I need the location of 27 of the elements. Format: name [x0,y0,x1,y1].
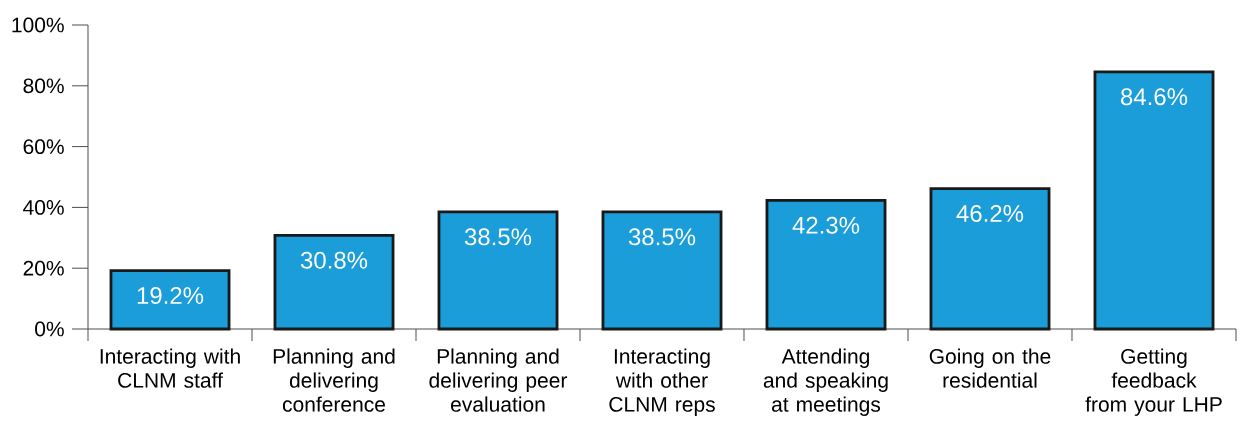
data-label: 46.2% [956,204,1024,222]
y-tick-label: 40% [23,199,64,215]
y-tick-label: 0% [35,321,64,337]
bar [273,233,395,331]
data-label: 38.5% [628,228,696,246]
y-tick-label: 20% [23,260,64,276]
x-tick-label: Interacting with CLNM staff [100,348,240,388]
y-tick-label: 60% [23,139,64,155]
x-tick-label: Interacting with other CLNM reps [609,348,715,416]
bar [765,199,887,331]
data-label: 19.2% [137,287,204,305]
bar [109,269,231,331]
data-label: 84.6% [1121,88,1188,106]
bar [601,210,723,331]
bar [1093,70,1215,331]
data-label: 42.3% [792,216,860,234]
y-tick-label: 100% [12,17,64,33]
data-label: 30.8% [300,251,368,269]
data-label: 38.5% [464,228,532,246]
x-tick-label: Going on the residential [929,348,1051,388]
y-tick-label: 80% [23,78,64,94]
bar [929,187,1051,331]
x-tick-label: Planning and delivering conference [273,348,395,412]
x-tick-label: Getting feedback from your LHP [1085,348,1222,416]
x-tick-label: Attending and speaking at meetings [763,348,888,416]
bar [437,210,559,331]
x-tick-label: Planning and delivering peer evaluation [429,348,568,412]
